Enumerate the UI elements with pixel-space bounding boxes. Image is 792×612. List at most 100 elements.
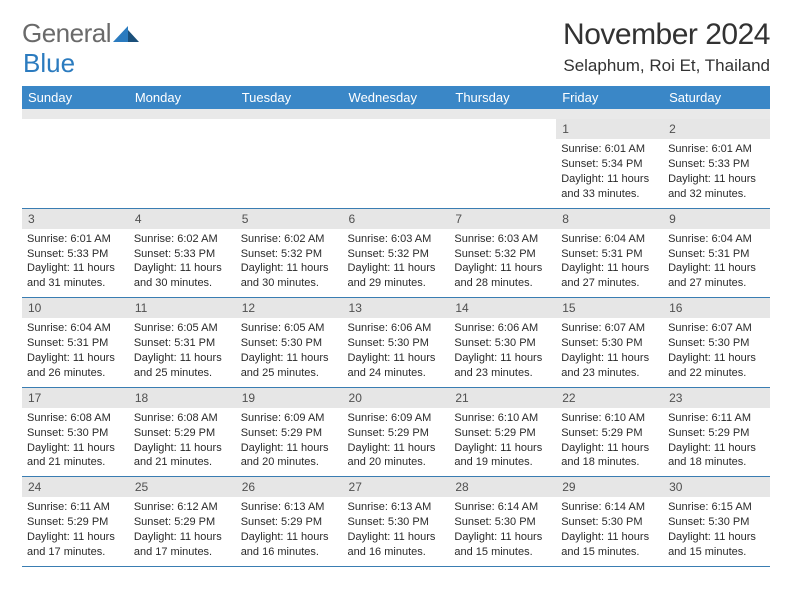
day-sunset: Sunset: 5:30 PM [561, 515, 658, 530]
day-sunrise: Sunrise: 6:13 AM [241, 500, 338, 515]
day-body: Sunrise: 6:14 AMSunset: 5:30 PMDaylight:… [556, 497, 663, 565]
day-daylight: Daylight: 11 hours and 31 minutes. [27, 261, 124, 291]
day-body: Sunrise: 6:10 AMSunset: 5:29 PMDaylight:… [449, 408, 556, 476]
month-title: November 2024 [563, 18, 770, 52]
calendar-week-row: 1Sunrise: 6:01 AMSunset: 5:34 PMDaylight… [22, 119, 770, 208]
weekday-header-row: Sunday Monday Tuesday Wednesday Thursday… [22, 86, 770, 109]
calendar-table: Sunday Monday Tuesday Wednesday Thursday… [22, 86, 770, 567]
day-sunset: Sunset: 5:32 PM [348, 247, 445, 262]
day-sunrise: Sunrise: 6:14 AM [454, 500, 551, 515]
day-sunset: Sunset: 5:29 PM [27, 515, 124, 530]
day-cell: 20Sunrise: 6:09 AMSunset: 5:29 PMDayligh… [343, 387, 450, 477]
day-daylight: Daylight: 11 hours and 25 minutes. [241, 351, 338, 381]
day-number: 15 [556, 298, 663, 318]
day-number: 16 [663, 298, 770, 318]
day-body [449, 139, 556, 199]
day-sunrise: Sunrise: 6:10 AM [454, 411, 551, 426]
day-body: Sunrise: 6:04 AMSunset: 5:31 PMDaylight:… [556, 229, 663, 297]
day-body: Sunrise: 6:01 AMSunset: 5:33 PMDaylight:… [663, 139, 770, 207]
day-cell: 30Sunrise: 6:15 AMSunset: 5:30 PMDayligh… [663, 477, 770, 567]
day-sunset: Sunset: 5:33 PM [27, 247, 124, 262]
day-cell: 5Sunrise: 6:02 AMSunset: 5:32 PMDaylight… [236, 208, 343, 298]
day-body: Sunrise: 6:13 AMSunset: 5:29 PMDaylight:… [236, 497, 343, 565]
day-cell: 22Sunrise: 6:10 AMSunset: 5:29 PMDayligh… [556, 387, 663, 477]
day-body: Sunrise: 6:01 AMSunset: 5:33 PMDaylight:… [22, 229, 129, 297]
day-number: 23 [663, 388, 770, 408]
day-number: 14 [449, 298, 556, 318]
calendar-week-row: 17Sunrise: 6:08 AMSunset: 5:30 PMDayligh… [22, 387, 770, 477]
day-cell: 6Sunrise: 6:03 AMSunset: 5:32 PMDaylight… [343, 208, 450, 298]
day-cell: 11Sunrise: 6:05 AMSunset: 5:31 PMDayligh… [129, 298, 236, 388]
day-sunset: Sunset: 5:31 PM [561, 247, 658, 262]
day-cell [22, 119, 129, 208]
day-sunset: Sunset: 5:34 PM [561, 157, 658, 172]
day-cell: 3Sunrise: 6:01 AMSunset: 5:33 PMDaylight… [22, 208, 129, 298]
day-cell [343, 119, 450, 208]
day-sunrise: Sunrise: 6:02 AM [134, 232, 231, 247]
day-daylight: Daylight: 11 hours and 23 minutes. [561, 351, 658, 381]
day-sunrise: Sunrise: 6:04 AM [27, 321, 124, 336]
day-body: Sunrise: 6:07 AMSunset: 5:30 PMDaylight:… [663, 318, 770, 386]
day-sunrise: Sunrise: 6:05 AM [134, 321, 231, 336]
day-cell: 27Sunrise: 6:13 AMSunset: 5:30 PMDayligh… [343, 477, 450, 567]
day-body: Sunrise: 6:04 AMSunset: 5:31 PMDaylight:… [663, 229, 770, 297]
day-cell [449, 119, 556, 208]
day-body: Sunrise: 6:02 AMSunset: 5:32 PMDaylight:… [236, 229, 343, 297]
logo: General [22, 18, 139, 49]
day-sunrise: Sunrise: 6:08 AM [134, 411, 231, 426]
day-cell: 8Sunrise: 6:04 AMSunset: 5:31 PMDaylight… [556, 208, 663, 298]
day-sunset: Sunset: 5:29 PM [134, 426, 231, 441]
day-number: 20 [343, 388, 450, 408]
day-sunrise: Sunrise: 6:09 AM [348, 411, 445, 426]
day-cell: 28Sunrise: 6:14 AMSunset: 5:30 PMDayligh… [449, 477, 556, 567]
day-sunset: Sunset: 5:32 PM [241, 247, 338, 262]
day-body [129, 139, 236, 199]
day-number: 18 [129, 388, 236, 408]
day-number: 7 [449, 209, 556, 229]
day-sunset: Sunset: 5:33 PM [134, 247, 231, 262]
day-daylight: Daylight: 11 hours and 15 minutes. [454, 530, 551, 560]
day-cell: 1Sunrise: 6:01 AMSunset: 5:34 PMDaylight… [556, 119, 663, 208]
day-number: 27 [343, 477, 450, 497]
day-body: Sunrise: 6:12 AMSunset: 5:29 PMDaylight:… [129, 497, 236, 565]
weekday-tuesday: Tuesday [236, 86, 343, 109]
day-sunrise: Sunrise: 6:15 AM [668, 500, 765, 515]
weekday-saturday: Saturday [663, 86, 770, 109]
day-body: Sunrise: 6:09 AMSunset: 5:29 PMDaylight:… [236, 408, 343, 476]
day-daylight: Daylight: 11 hours and 26 minutes. [27, 351, 124, 381]
day-sunset: Sunset: 5:29 PM [454, 426, 551, 441]
day-number: 17 [22, 388, 129, 408]
day-body [236, 139, 343, 199]
weekday-wednesday: Wednesday [343, 86, 450, 109]
day-daylight: Daylight: 11 hours and 15 minutes. [668, 530, 765, 560]
day-body: Sunrise: 6:01 AMSunset: 5:34 PMDaylight:… [556, 139, 663, 207]
day-number: 24 [22, 477, 129, 497]
day-cell: 10Sunrise: 6:04 AMSunset: 5:31 PMDayligh… [22, 298, 129, 388]
day-body: Sunrise: 6:11 AMSunset: 5:29 PMDaylight:… [22, 497, 129, 565]
day-cell: 25Sunrise: 6:12 AMSunset: 5:29 PMDayligh… [129, 477, 236, 567]
day-sunset: Sunset: 5:30 PM [454, 336, 551, 351]
day-number: 8 [556, 209, 663, 229]
day-body: Sunrise: 6:14 AMSunset: 5:30 PMDaylight:… [449, 497, 556, 565]
day-sunset: Sunset: 5:30 PM [668, 515, 765, 530]
logo-word-blue: Blue [23, 48, 75, 79]
day-daylight: Daylight: 11 hours and 17 minutes. [134, 530, 231, 560]
day-sunset: Sunset: 5:29 PM [348, 426, 445, 441]
day-cell: 7Sunrise: 6:03 AMSunset: 5:32 PMDaylight… [449, 208, 556, 298]
day-sunset: Sunset: 5:30 PM [454, 515, 551, 530]
day-sunrise: Sunrise: 6:07 AM [561, 321, 658, 336]
day-daylight: Daylight: 11 hours and 29 minutes. [348, 261, 445, 291]
day-number: 22 [556, 388, 663, 408]
day-daylight: Daylight: 11 hours and 23 minutes. [454, 351, 551, 381]
day-body: Sunrise: 6:09 AMSunset: 5:29 PMDaylight:… [343, 408, 450, 476]
day-body: Sunrise: 6:06 AMSunset: 5:30 PMDaylight:… [343, 318, 450, 386]
calendar-week-row: 24Sunrise: 6:11 AMSunset: 5:29 PMDayligh… [22, 477, 770, 567]
day-daylight: Daylight: 11 hours and 32 minutes. [668, 172, 765, 202]
day-body: Sunrise: 6:03 AMSunset: 5:32 PMDaylight:… [449, 229, 556, 297]
day-body: Sunrise: 6:05 AMSunset: 5:31 PMDaylight:… [129, 318, 236, 386]
day-cell [236, 119, 343, 208]
day-daylight: Daylight: 11 hours and 21 minutes. [134, 441, 231, 471]
day-sunset: Sunset: 5:30 PM [241, 336, 338, 351]
header: General November 2024 Selaphum, Roi Et, … [22, 18, 770, 76]
day-cell: 21Sunrise: 6:10 AMSunset: 5:29 PMDayligh… [449, 387, 556, 477]
